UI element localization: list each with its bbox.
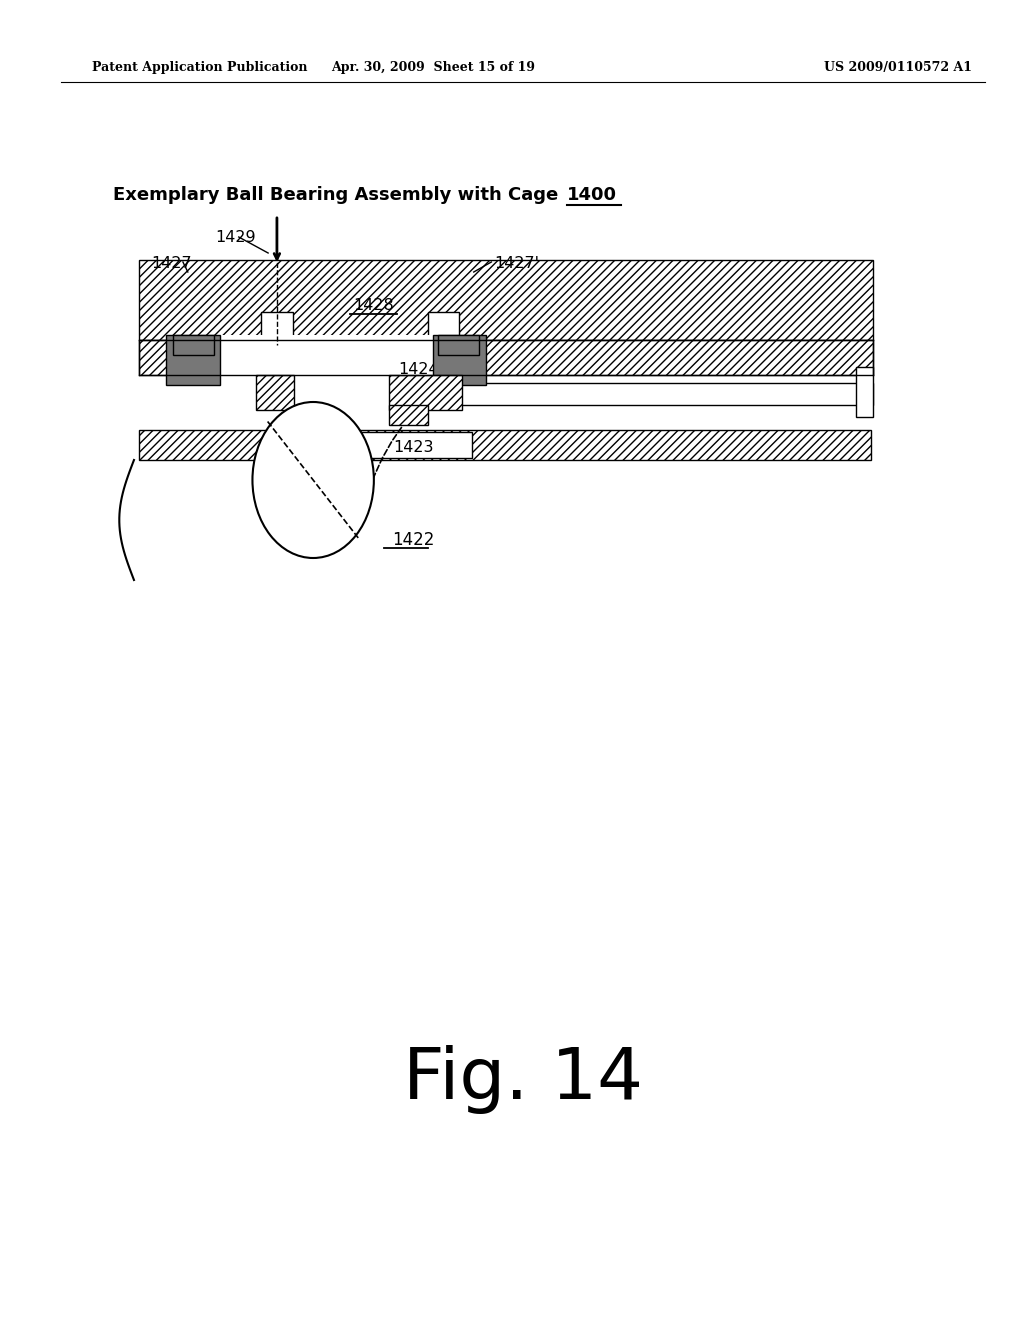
Text: 1400: 1400: [566, 186, 616, 205]
Bar: [139, 341, 873, 375]
Text: Patent Application Publication: Patent Application Publication: [92, 62, 307, 74]
Bar: [432, 335, 486, 385]
Text: 1424: 1424: [398, 363, 439, 378]
Text: 1428: 1428: [353, 297, 394, 313]
Bar: [139, 260, 873, 341]
Bar: [856, 367, 873, 417]
Ellipse shape: [253, 403, 374, 558]
Text: 1422: 1422: [392, 531, 434, 549]
Text: US 2009/0110572 A1: US 2009/0110572 A1: [824, 62, 972, 74]
Text: 1427: 1427: [152, 256, 193, 271]
Bar: [437, 335, 478, 355]
Bar: [220, 335, 433, 389]
Bar: [354, 432, 472, 458]
Text: Fig. 14: Fig. 14: [402, 1045, 643, 1114]
Bar: [166, 335, 220, 385]
Text: 1423: 1423: [393, 441, 433, 455]
Bar: [428, 312, 459, 342]
Bar: [139, 430, 871, 459]
Bar: [261, 312, 293, 342]
Bar: [173, 335, 214, 355]
Text: Exemplary Ball Bearing Assembly with Cage: Exemplary Ball Bearing Assembly with Cag…: [114, 186, 565, 205]
Text: 1427': 1427': [495, 256, 540, 271]
Text: Apr. 30, 2009  Sheet 15 of 19: Apr. 30, 2009 Sheet 15 of 19: [331, 62, 535, 74]
Text: 1429: 1429: [215, 231, 256, 246]
Bar: [388, 375, 462, 411]
Bar: [256, 375, 294, 411]
Bar: [428, 383, 873, 405]
Bar: [388, 405, 428, 425]
